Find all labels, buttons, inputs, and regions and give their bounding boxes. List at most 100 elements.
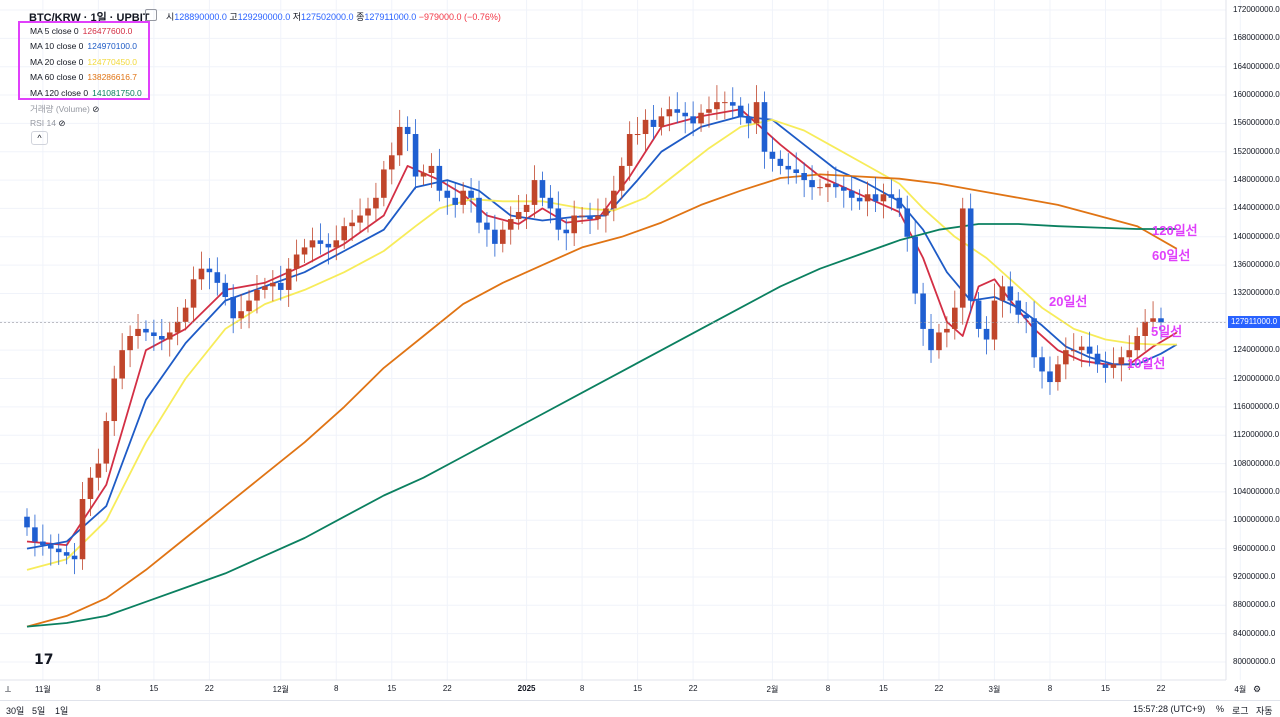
y-tick-label: 116000000.0 <box>1233 401 1280 411</box>
candle <box>357 198 363 234</box>
candle <box>848 175 855 211</box>
candle <box>40 524 46 556</box>
x-tick-label: 22 <box>204 684 214 693</box>
candle <box>270 270 276 302</box>
volume-indicator[interactable]: 거래량 (Volume) ⊘ <box>30 104 100 114</box>
candle <box>452 182 459 218</box>
range-30d[interactable]: 30일 <box>6 706 25 716</box>
x-tick-label: 15 <box>1101 684 1110 693</box>
candle <box>507 206 514 245</box>
legend-ma60[interactable]: MA 60 close 0 138286616.7 <box>30 72 138 82</box>
y-tick-label: 80000000.0 <box>1233 657 1276 666</box>
symbol-visibility-icon[interactable] <box>145 9 157 21</box>
candle <box>1007 271 1014 314</box>
change-value: −979000.0 (−0.76%) <box>418 12 501 22</box>
legend-ma120[interactable]: MA 120 close 0 141081750.0 <box>30 88 142 98</box>
x-tick-label: 8 <box>825 684 831 693</box>
range-1d[interactable]: 1일 <box>55 706 69 716</box>
candle <box>611 175 617 222</box>
candle <box>436 148 443 202</box>
x-tick-label: 15 <box>387 684 397 693</box>
y-tick-label: 104000000.0 <box>1233 486 1280 496</box>
candle <box>682 102 688 134</box>
ohlc-readout: 시128890000.0 고129290000.0 저127502000.0 종… <box>166 10 501 23</box>
low-label: 저 <box>292 12 301 22</box>
candle <box>396 109 403 166</box>
rsi-indicator[interactable]: RSI 14 ⊘ <box>30 118 66 128</box>
legend-ma5[interactable]: MA 5 close 0 126477600.0 <box>30 26 133 36</box>
auto-toggle[interactable]: 자동 <box>1256 706 1273 716</box>
candle <box>301 238 308 264</box>
candle <box>698 104 704 132</box>
candle <box>547 185 554 224</box>
candle <box>793 152 800 184</box>
y-tick-label: 156000000.0 <box>1233 118 1280 128</box>
candle <box>761 91 768 169</box>
candle <box>753 85 760 135</box>
log-toggle[interactable]: 로그 <box>1232 706 1249 716</box>
y-tick-label: 112000000.0 <box>1233 430 1280 440</box>
x-tick-label: 22 <box>442 684 452 693</box>
x-tick-label: 22 <box>1156 684 1166 693</box>
y-tick-label: 148000000.0 <box>1233 175 1280 185</box>
candle <box>555 191 562 241</box>
candle <box>32 514 38 557</box>
candle <box>579 207 585 225</box>
candle <box>1142 309 1148 351</box>
y-tick-label: 132000000.0 <box>1233 288 1280 298</box>
candle <box>642 109 649 152</box>
x-tick-label: 15 <box>878 684 888 693</box>
candle <box>460 182 466 214</box>
candle <box>840 176 847 208</box>
y-tick-label: 88000000.0 <box>1233 600 1276 610</box>
candle <box>484 211 490 247</box>
candle <box>119 333 125 390</box>
clock: 15:57:28 (UTC+9) <box>1133 704 1206 714</box>
candle <box>151 319 157 351</box>
x-tick-label: 8 <box>1047 684 1053 693</box>
tradingview-logo: 𝟭𝟳 <box>34 652 54 668</box>
y-tick-label: 140000000.0 <box>1233 231 1280 241</box>
candle <box>317 223 324 255</box>
legend-ma20[interactable]: MA 20 close 0 124770450.0 <box>30 57 138 67</box>
candle <box>428 153 435 188</box>
candle <box>333 225 340 261</box>
candle <box>975 292 982 338</box>
annotation-60: 60일선 <box>1152 248 1191 263</box>
axis-settings-icon[interactable]: ⚙ <box>1253 684 1262 694</box>
candle <box>341 217 347 249</box>
candle <box>1150 301 1156 333</box>
candle <box>936 323 942 359</box>
candle <box>365 197 371 233</box>
candle <box>737 97 744 125</box>
candle <box>500 221 506 253</box>
ma-line <box>26 118 1177 571</box>
candle <box>1023 301 1029 334</box>
candle <box>690 101 696 137</box>
ma-line <box>26 115 1178 550</box>
x-tick-label: 8 <box>96 684 101 693</box>
range-5d[interactable]: 5일 <box>32 706 46 716</box>
x-tick-label: 2025 <box>517 684 536 693</box>
collapse-legend-button[interactable]: ^ <box>31 131 48 145</box>
candle <box>373 182 379 222</box>
candle <box>769 136 776 172</box>
y-tick-label: 152000000.0 <box>1233 146 1280 156</box>
percent-toggle[interactable]: % <box>1216 704 1225 714</box>
candle <box>135 314 141 349</box>
time-axis-settings-icon[interactable]: ⟂ <box>5 684 12 694</box>
candle <box>381 160 387 207</box>
candle <box>1047 356 1053 395</box>
x-tick-label: 22 <box>688 684 698 693</box>
candle <box>254 275 260 314</box>
y-tick-label: 108000000.0 <box>1233 458 1280 468</box>
candle <box>1094 345 1101 373</box>
candle <box>809 165 815 200</box>
candle <box>658 107 665 136</box>
candle <box>944 316 950 348</box>
high-label: 고 <box>229 12 238 22</box>
candle <box>230 284 236 334</box>
legend-ma10[interactable]: MA 10 close 0 124970100.0 <box>30 41 138 51</box>
close-value: 127911000.0 <box>364 12 417 22</box>
